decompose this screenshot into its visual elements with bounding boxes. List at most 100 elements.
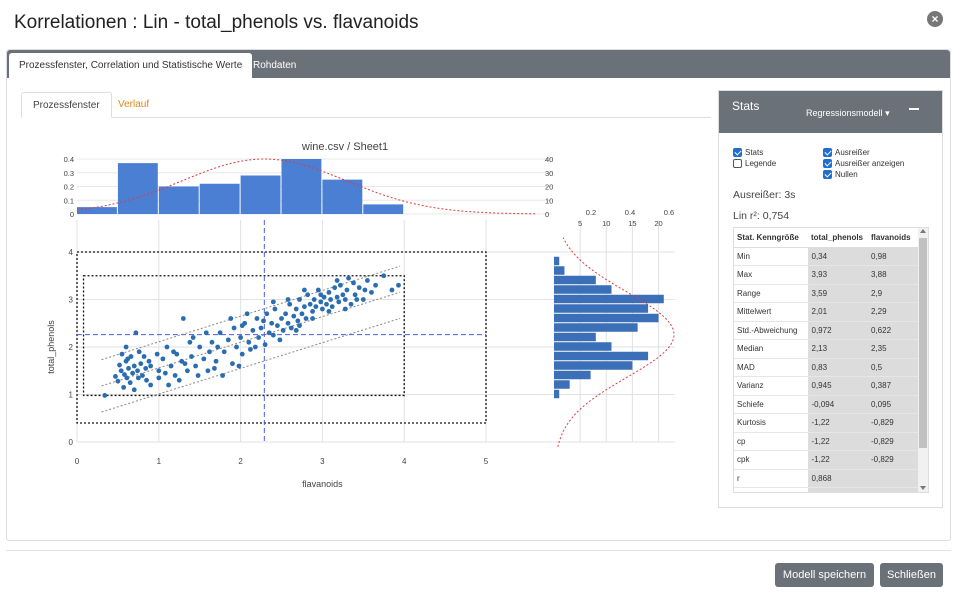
data-point — [246, 339, 252, 345]
data-point — [318, 299, 324, 305]
data-point — [117, 362, 122, 368]
stat-name-cell: Median — [734, 339, 809, 359]
data-point — [364, 278, 370, 283]
data-point — [122, 372, 127, 377]
data-point — [320, 306, 325, 312]
data-point — [261, 318, 266, 324]
stat-name-cell: Varianz — [734, 376, 809, 396]
outer-tab-bar: Prozessfenster, Correlation und Statisti… — [7, 50, 950, 78]
stat-value-cell: 0,945 — [808, 376, 868, 396]
data-point — [297, 323, 302, 329]
data-point — [130, 370, 136, 376]
data-point — [315, 287, 321, 293]
data-point — [305, 292, 311, 298]
top-histogram-bar — [117, 163, 158, 214]
top-histogram-bar — [77, 207, 117, 214]
stat-value-cell — [868, 487, 918, 492]
data-point — [193, 363, 199, 369]
close-button[interactable]: Schließen — [880, 563, 943, 587]
save-model-button[interactable]: Modell speichern — [775, 563, 874, 587]
data-point — [287, 301, 293, 307]
checkbox-stats[interactable]: Stats — [733, 148, 763, 158]
checkbox-ausreisser[interactable]: Ausreißer — [823, 148, 870, 158]
data-point — [334, 294, 340, 300]
data-point — [252, 344, 258, 350]
regression-line — [101, 291, 401, 387]
data-point — [293, 327, 299, 333]
data-point — [295, 318, 301, 324]
top-hist-right-tick: 0 — [545, 210, 549, 219]
right-histogram-bar — [554, 313, 659, 323]
collapse-icon[interactable] — [908, 103, 920, 115]
right-histogram-bar — [554, 266, 565, 275]
data-point — [244, 311, 250, 317]
right-histogram-bar — [554, 323, 638, 332]
data-point — [256, 335, 261, 340]
data-point — [162, 370, 168, 376]
data-point — [340, 292, 346, 298]
scroll-down-icon[interactable] — [920, 486, 926, 490]
close-icon[interactable]: × — [927, 11, 943, 27]
top-histogram-bar — [199, 183, 240, 214]
stats-title: Stats — [732, 99, 760, 113]
checkbox-legende-box[interactable] — [733, 159, 742, 168]
tab-prozessfenster-correlation[interactable]: Prozessfenster, Correlation und Statisti… — [9, 53, 253, 78]
top-hist-left-tick: 0.2 — [64, 183, 74, 192]
stat-value-cell: -1,22 — [808, 413, 868, 433]
top-hist-left-tick: 0.3 — [64, 169, 74, 178]
data-point — [146, 358, 152, 364]
data-point — [326, 308, 332, 314]
data-point — [270, 332, 276, 338]
data-point — [293, 306, 299, 312]
data-point — [133, 330, 139, 336]
tab-prozessfenster[interactable]: Prozessfenster — [21, 92, 112, 118]
data-point — [291, 313, 297, 319]
checkbox-nullen-box[interactable] — [823, 170, 832, 179]
data-point — [248, 346, 253, 352]
data-point — [136, 349, 142, 355]
data-point — [126, 365, 131, 371]
checkbox-nullen[interactable]: Nullen — [823, 170, 858, 180]
data-point — [254, 316, 260, 321]
data-point — [285, 297, 291, 302]
checkbox-ausreisser-box[interactable] — [823, 148, 832, 157]
checkbox-legende[interactable]: Legende — [733, 159, 776, 169]
scroll-up-icon[interactable] — [920, 229, 926, 233]
table-scrollbar[interactable] — [918, 228, 928, 492]
tab-rohdaten[interactable]: Rohdaten — [253, 60, 297, 71]
data-point — [329, 304, 335, 310]
data-point — [176, 377, 182, 383]
data-point — [164, 344, 170, 350]
table-row: Median 2,13 2,35 — [734, 339, 918, 359]
data-point — [336, 299, 342, 305]
stats-table-body: Min 0,34 0,98 Max 3,93 3,88 Range 3,59 2,9 Mittel… — [734, 247, 918, 492]
right-normal-curve — [557, 237, 675, 447]
tab-verlauf[interactable]: Verlauf — [118, 99, 150, 110]
data-point — [362, 287, 368, 293]
correlation-chart: wine.csv / Sheet100.10.20.30.40102030400… — [46, 141, 675, 489]
stat-name-cell: Schiefe — [734, 395, 809, 414]
table-row: Varianz 0,945 0,387 — [734, 376, 918, 396]
table-row: cpk -1,22 -0,829 — [734, 450, 918, 470]
stat-value-cell: 0,095 — [868, 395, 918, 414]
data-point — [302, 287, 307, 293]
checkbox-ausreisser-label: Ausreißer — [835, 148, 870, 157]
checkbox-ausreisser-anzeigen-box[interactable] — [823, 159, 832, 168]
data-point — [135, 375, 141, 381]
data-point — [299, 311, 305, 317]
regressionsmodell-dropdown[interactable]: Regressionsmodell ▾ — [806, 108, 890, 119]
data-point — [285, 320, 291, 326]
checkbox-ausreisser-anzeigen[interactable]: Ausreißer anzeigen — [823, 159, 904, 169]
data-point — [334, 278, 340, 283]
data-point — [124, 375, 130, 381]
x-tick-label: 0 — [75, 457, 80, 466]
table-row: Kurtosis -1,22 -0,829 — [734, 413, 918, 433]
data-point — [324, 301, 329, 307]
stat-value-cell: 3,88 — [868, 265, 918, 285]
checkbox-stats-box[interactable] — [733, 148, 742, 157]
right-histogram-bar — [554, 294, 664, 304]
stat-value-cell: 2,35 — [868, 339, 918, 359]
table-row: Range 3,59 2,9 — [734, 284, 918, 303]
stat-value-cell: 0,972 — [808, 321, 868, 340]
scrollbar-thumb[interactable] — [919, 238, 927, 448]
